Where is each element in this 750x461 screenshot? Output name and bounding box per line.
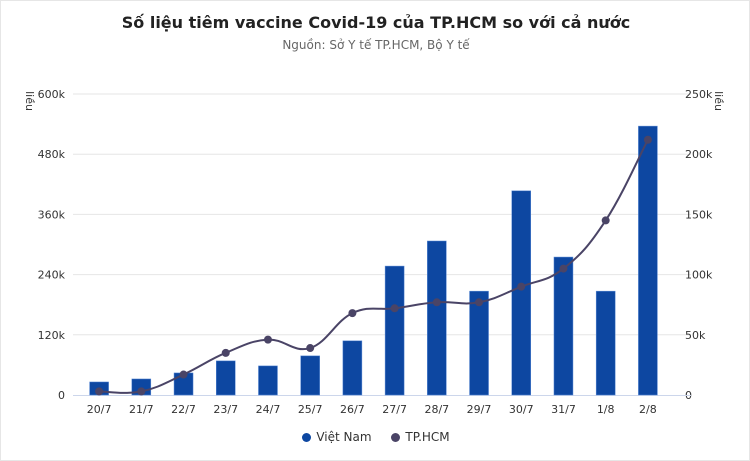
chart-subtitle: Nguồn: Sở Y tế TP.HCM, Bộ Y tế <box>282 38 470 52</box>
bar-vietnam <box>216 360 236 396</box>
y-right-tick-label: 100k <box>685 269 713 282</box>
y-right-tick-label: 150k <box>685 208 713 221</box>
x-tick-label: 2/8 <box>639 403 657 416</box>
x-tick-label: 29/7 <box>467 403 492 416</box>
point-tphcm <box>137 387 146 396</box>
chart-title: Số liệu tiêm vaccine Covid-19 của TP.HCM… <box>121 13 631 32</box>
y-right-tick-label: 50k <box>685 329 706 342</box>
x-tick-label: 22/7 <box>171 403 196 416</box>
x-tick-label: 24/7 <box>256 403 281 416</box>
x-tick-label: 30/7 <box>509 403 534 416</box>
y-left-axis-label: liều <box>23 91 36 111</box>
x-tick-label: 31/7 <box>551 403 576 416</box>
bar-vietnam <box>595 290 616 396</box>
point-tphcm <box>601 216 610 225</box>
y-left-tick-label: 600k <box>38 88 66 101</box>
x-tick-label: 21/7 <box>129 403 154 416</box>
bar-vietnam <box>342 340 363 396</box>
point-tphcm <box>179 370 188 379</box>
y-right-tick-label: 250k <box>685 88 713 101</box>
bar-vietnam <box>553 256 574 396</box>
bar-vietnam <box>511 190 531 396</box>
legend-item-tphcm[interactable]: TP.HCM <box>391 430 450 444</box>
y-left-tick-label: 0 <box>58 389 65 402</box>
x-tick-label: 27/7 <box>382 403 407 416</box>
legend: Việt Nam TP.HCM <box>1 430 749 444</box>
y-left-tick-label: 360k <box>38 208 66 221</box>
x-tick-label: 25/7 <box>298 403 323 416</box>
bar-vietnam <box>427 240 447 396</box>
point-tphcm <box>643 135 652 144</box>
point-tphcm <box>263 335 272 344</box>
point-tphcm <box>348 309 357 318</box>
x-tick-label: 26/7 <box>340 403 365 416</box>
bar-vietnam <box>258 365 278 396</box>
y-right-axis-label: liều <box>712 91 725 111</box>
legend-label: Việt Nam <box>316 430 372 444</box>
legend-label: TP.HCM <box>405 430 450 444</box>
legend-item-vietnam[interactable]: Việt Nam <box>302 430 372 444</box>
y-left-tick-label: 240k <box>38 269 66 282</box>
bar-vietnam <box>638 125 658 396</box>
point-tphcm <box>475 298 484 307</box>
x-tick-label: 20/7 <box>87 403 112 416</box>
x-tick-label: 1/8 <box>597 403 615 416</box>
point-tphcm <box>306 344 315 353</box>
x-tick-label: 28/7 <box>424 403 449 416</box>
point-tphcm <box>517 282 526 291</box>
bar-vietnam <box>384 265 405 396</box>
point-tphcm <box>95 387 104 396</box>
bar-vietnam <box>469 290 489 396</box>
point-tphcm <box>390 304 399 313</box>
legend-marker-icon <box>302 433 312 442</box>
x-tick-label: 23/7 <box>213 403 238 416</box>
point-tphcm <box>559 264 568 273</box>
point-tphcm <box>221 348 230 357</box>
y-left-tick-label: 480k <box>38 148 66 161</box>
bar-vietnam <box>300 355 320 396</box>
y-left-tick-label: 120k <box>38 329 66 342</box>
point-tphcm <box>432 298 441 307</box>
legend-marker-icon <box>391 433 401 442</box>
y-right-tick-label: 200k <box>685 148 713 161</box>
